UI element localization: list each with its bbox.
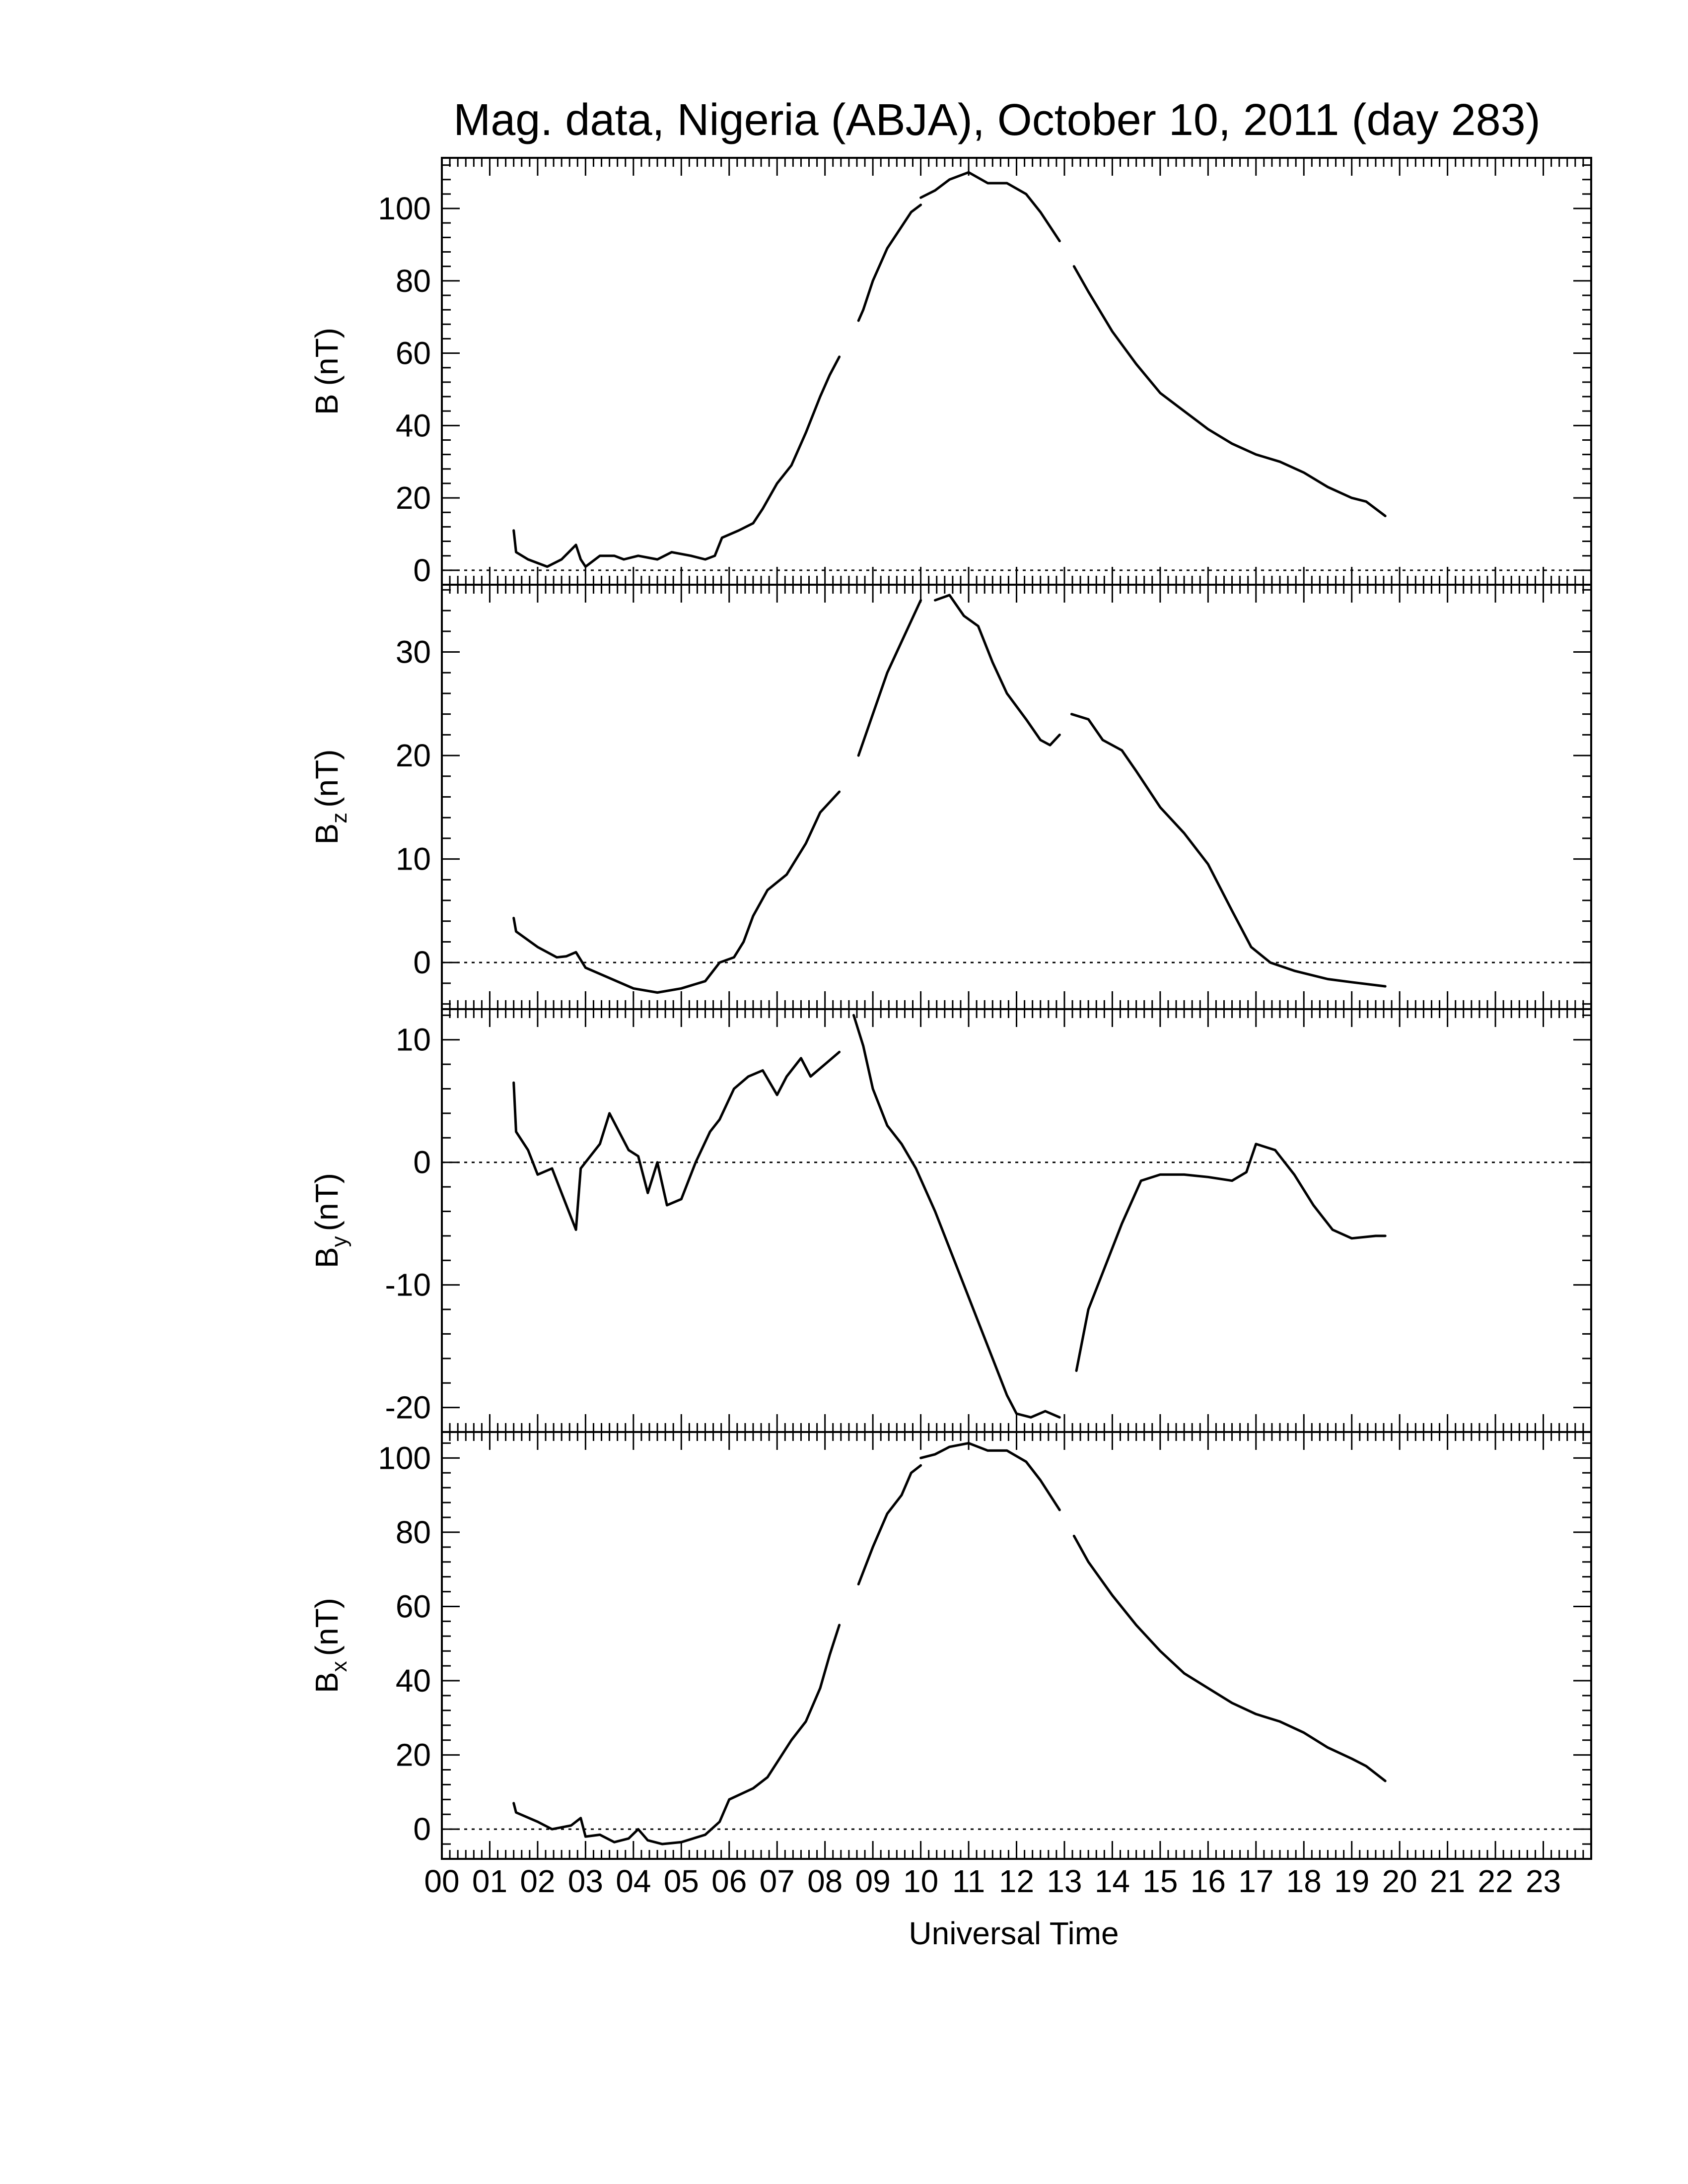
y-tick-label: 100 xyxy=(378,191,431,226)
y-tick-label: 10 xyxy=(396,841,431,877)
x-tick-label: 11 xyxy=(952,1863,985,1899)
x-tick-label: 03 xyxy=(568,1863,603,1899)
y-tick-label: 40 xyxy=(396,408,431,443)
plot-frame xyxy=(441,1431,1592,1860)
series-line-segment xyxy=(857,599,922,757)
x-tick-label: 01 xyxy=(472,1863,507,1899)
y-tick-label: 100 xyxy=(378,1440,431,1476)
y-axis-label-main: B xyxy=(309,394,345,415)
y-tick-label: 10 xyxy=(396,1022,431,1058)
y-axis-label: Bz (nT) xyxy=(309,750,352,845)
x-tick-label: 05 xyxy=(664,1863,699,1899)
x-tick-label: 06 xyxy=(711,1863,747,1899)
x-tick-label: 19 xyxy=(1334,1863,1369,1899)
y-axis-label-unit: (nT) xyxy=(309,750,345,808)
x-tick-label: 04 xyxy=(616,1863,651,1899)
x-tick-label: 12 xyxy=(999,1863,1034,1899)
panels: 0 20 40 60 80 100 B (nT) 0 10 20 30 Bz (nT) -20 -10 0 10 B… xyxy=(309,157,1592,1860)
x-tick-label: 16 xyxy=(1191,1863,1226,1899)
x-tick-label: 21 xyxy=(1430,1863,1465,1899)
series-line-segment xyxy=(1075,1143,1387,1372)
series-line-segment xyxy=(919,171,1061,243)
x-axis-label: Universal Time xyxy=(909,1915,1119,1951)
y-axis-label: B (nT) xyxy=(309,328,345,415)
y-axis-label-main: B xyxy=(309,1247,345,1268)
y-tick-label: 60 xyxy=(396,336,431,371)
y-axis-label-subscript: z xyxy=(327,813,352,823)
y-tick-label: -20 xyxy=(385,1390,431,1426)
x-tick-labels: 00 01 02 03 04 05 06 07 08 09 10 11 12 13 14 15 16 17 18 19… xyxy=(424,1863,1561,1899)
x-tick-label: 15 xyxy=(1142,1863,1178,1899)
y-tick-label: 80 xyxy=(396,1514,431,1550)
series-line-segment xyxy=(1072,265,1387,517)
panel-B: 0 20 40 60 80 100 B (nT) xyxy=(309,157,1592,588)
x-tick-label: 23 xyxy=(1526,1863,1561,1899)
x-tick-label: 18 xyxy=(1286,1863,1322,1899)
panel-Bz: 0 10 20 30 Bz (nT) xyxy=(309,584,1592,1010)
series-line-segment xyxy=(919,1441,1061,1511)
y-axis-label-unit: (nT) xyxy=(309,328,345,386)
y-axis-label-unit: (nT) xyxy=(309,1173,345,1231)
panel-Bx: 0 20 40 60 80 100 Bx (nT) xyxy=(309,1431,1592,1860)
y-axis-label: By (nT) xyxy=(309,1173,352,1268)
y-tick-label: 20 xyxy=(396,1737,431,1773)
y-tick-label: 60 xyxy=(396,1588,431,1624)
y-axis-label-main: B xyxy=(309,823,345,845)
series-line-segment xyxy=(934,594,1061,747)
plot-frame xyxy=(441,584,1592,1010)
series-line-segment xyxy=(857,204,922,322)
x-tick-label: 07 xyxy=(760,1863,795,1899)
x-tick-label: 14 xyxy=(1095,1863,1130,1899)
x-tick-label: 02 xyxy=(520,1863,555,1899)
panel-By: -20 -10 0 10 By (nT) xyxy=(309,1008,1592,1433)
y-tick-label: 20 xyxy=(396,738,431,773)
series-line-segment xyxy=(512,1050,841,1231)
y-tick-label: 0 xyxy=(413,1145,431,1180)
plot-frame xyxy=(441,1008,1592,1433)
figure-title: Mag. data, Nigeria (ABJA), October 10, 2… xyxy=(453,95,1540,145)
y-tick-label: -10 xyxy=(385,1267,431,1303)
x-tick-label: 10 xyxy=(903,1863,938,1899)
series-line-segment xyxy=(512,1624,841,1845)
x-tick-label: 20 xyxy=(1382,1863,1417,1899)
y-axis-label-subscript: y xyxy=(327,1236,352,1247)
x-tick-label: 00 xyxy=(424,1863,459,1899)
y-tick-label: 30 xyxy=(396,634,431,670)
y-tick-label: 0 xyxy=(413,1811,431,1847)
y-tick-label: 20 xyxy=(396,480,431,516)
x-tick-label: 17 xyxy=(1238,1863,1273,1899)
series-line-segment xyxy=(512,790,841,994)
series-line-segment xyxy=(1072,1534,1387,1782)
y-axis-label: Bx (nT) xyxy=(309,1598,352,1693)
x-tick-label: 09 xyxy=(855,1863,891,1899)
y-axis-label-subscript: x xyxy=(327,1661,352,1672)
y-axis-label-main: B xyxy=(309,1672,345,1693)
series-line-segment xyxy=(857,1464,922,1586)
plot-frame xyxy=(441,157,1592,586)
series-line-segment xyxy=(852,1014,1061,1419)
x-tick-label: 13 xyxy=(1047,1863,1082,1899)
series-line-segment xyxy=(512,355,841,568)
y-tick-label: 80 xyxy=(396,263,431,299)
y-axis-label-unit: (nT) xyxy=(309,1598,345,1656)
series-line-segment xyxy=(1070,713,1387,988)
y-tick-label: 0 xyxy=(413,945,431,980)
x-tick-label: 08 xyxy=(807,1863,843,1899)
y-tick-label: 0 xyxy=(413,552,431,588)
y-tick-label: 40 xyxy=(396,1663,431,1699)
x-tick-label: 22 xyxy=(1477,1863,1513,1899)
